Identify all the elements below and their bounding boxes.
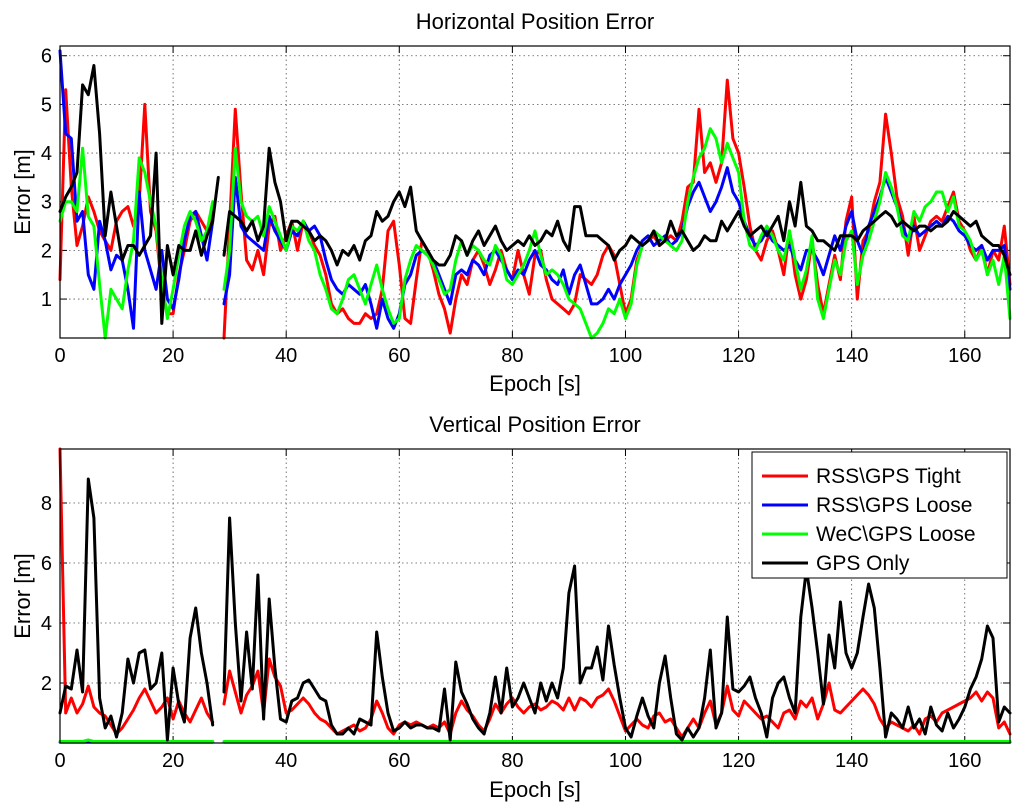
series-line-wec-gps-loose (58, 738, 215, 743)
series-line-gps-only (58, 477, 215, 742)
legend-label-gps-only: GPS Only (816, 552, 910, 575)
y-tick-label: 2 (41, 673, 52, 695)
y-tick-label: 8 (41, 493, 52, 515)
x-tick-label: 0 (54, 750, 65, 772)
y-tick-label: 6 (41, 46, 52, 68)
y-tick-label: 5 (41, 94, 52, 116)
x-tick-labels: 0 20 40 60 80 100 120 140 160 (54, 345, 981, 367)
x-tick-label: 120 (722, 345, 755, 367)
y-tick-label: 4 (41, 143, 52, 165)
x-axis-label: Epoch [s] (489, 777, 581, 802)
legend-box (751, 451, 1008, 579)
legend-label-rss-gps-tight: RSS\GPS Tight (816, 465, 961, 488)
x-tick-labels: 0 20 40 60 80 100 120 140 160 (54, 750, 981, 772)
y-axis-label: Error [m] (10, 149, 35, 235)
x-tick-label: 100 (609, 345, 642, 367)
x-tick-label: 0 (54, 345, 65, 367)
x-tick-label: 140 (835, 750, 868, 772)
y-tick-label: 4 (41, 613, 52, 635)
x-tick-label: 20 (162, 345, 184, 367)
plot-frame (59, 448, 1011, 744)
y-tick-labels: 1 2 3 4 5 6 (41, 46, 52, 311)
y-tick-label: 1 (41, 289, 52, 311)
x-tick-label: 40 (275, 750, 297, 772)
x-tick-label: 120 (722, 750, 755, 772)
series-line-wec-gps-loose (222, 127, 1012, 340)
legend-label-rss-gps-loose: RSS\GPS Loose (816, 494, 972, 517)
x-tick-label: 60 (388, 345, 410, 367)
x-tick-label: 20 (162, 750, 184, 772)
y-axis-label: Error [m] (10, 553, 35, 639)
x-tick-label: 160 (948, 750, 981, 772)
chart-title: Vertical Position Error (429, 412, 641, 437)
series-line-gps-only (222, 516, 1012, 742)
x-tick-label: 140 (835, 345, 868, 367)
series-lines (58, 447, 1012, 744)
series-line-gps-only (58, 64, 220, 325)
x-axis-label: Epoch [s] (489, 371, 581, 396)
series-line-rss-gps-loose (58, 49, 215, 330)
plot-frame (59, 45, 1011, 339)
y-tick-labels: 2 4 6 8 (41, 493, 52, 695)
y-tick-label: 3 (41, 192, 52, 214)
x-tick-label: 80 (501, 345, 523, 367)
chart-title: Horizontal Position Error (416, 9, 654, 34)
y-tick-label: 2 (41, 240, 52, 262)
plot-area (60, 46, 1010, 338)
series-line-gps-only (222, 146, 1012, 277)
series-lines (58, 49, 1012, 340)
legend-label-wec-gps-loose: WeC\GPS Loose (816, 523, 976, 546)
x-tick-label: 40 (275, 345, 297, 367)
vertical-error-panel: Vertical Position Error 0 20 40 60 80 100 120 1… (10, 412, 1012, 802)
legend: RSS\GPS Tight RSS\GPS Loose WeC\GPS Loose G… (751, 451, 1008, 579)
series-line-wec-gps-loose (58, 146, 215, 340)
horizontal-error-panel: Horizontal Position Error 0 20 40 60 80 100 12… (10, 9, 1012, 396)
series-line-rss-gps-tight (58, 447, 215, 736)
y-tick-label: 6 (41, 553, 52, 575)
x-tick-label: 100 (609, 750, 642, 772)
x-tick-label: 60 (388, 750, 410, 772)
x-tick-label: 80 (501, 750, 523, 772)
x-tick-label: 160 (948, 345, 981, 367)
series-line-rss-gps-tight (222, 657, 1012, 739)
